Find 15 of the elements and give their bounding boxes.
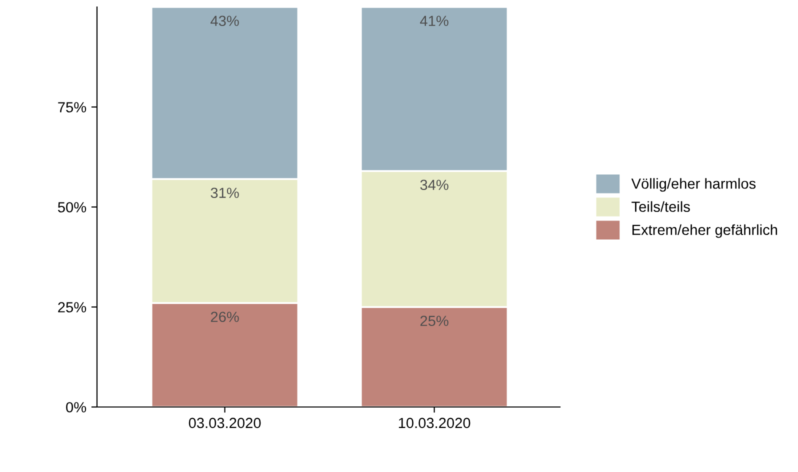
legend-label: Teils/teils — [632, 201, 690, 212]
x-tick-label: 10.03.2020 — [398, 418, 470, 428]
text: 43% — [210, 16, 239, 26]
y-tick-label: 50% — [58, 202, 86, 212]
text: 41% — [420, 16, 448, 26]
legend-label: Völlig/eher harmlos — [631, 178, 756, 192]
text: 26% — [210, 312, 239, 322]
text: 34% — [420, 180, 448, 190]
y-tick-label: 0% — [66, 402, 86, 412]
text: 25% — [420, 316, 448, 326]
y-tick-label: 75% — [58, 102, 86, 112]
text: 31% — [210, 188, 239, 198]
x-tick-label: 03.03.2020 — [188, 418, 261, 428]
y-tick-label: 25% — [58, 302, 86, 312]
legend-label: Extrem/eher gefährlich — [632, 224, 778, 238]
